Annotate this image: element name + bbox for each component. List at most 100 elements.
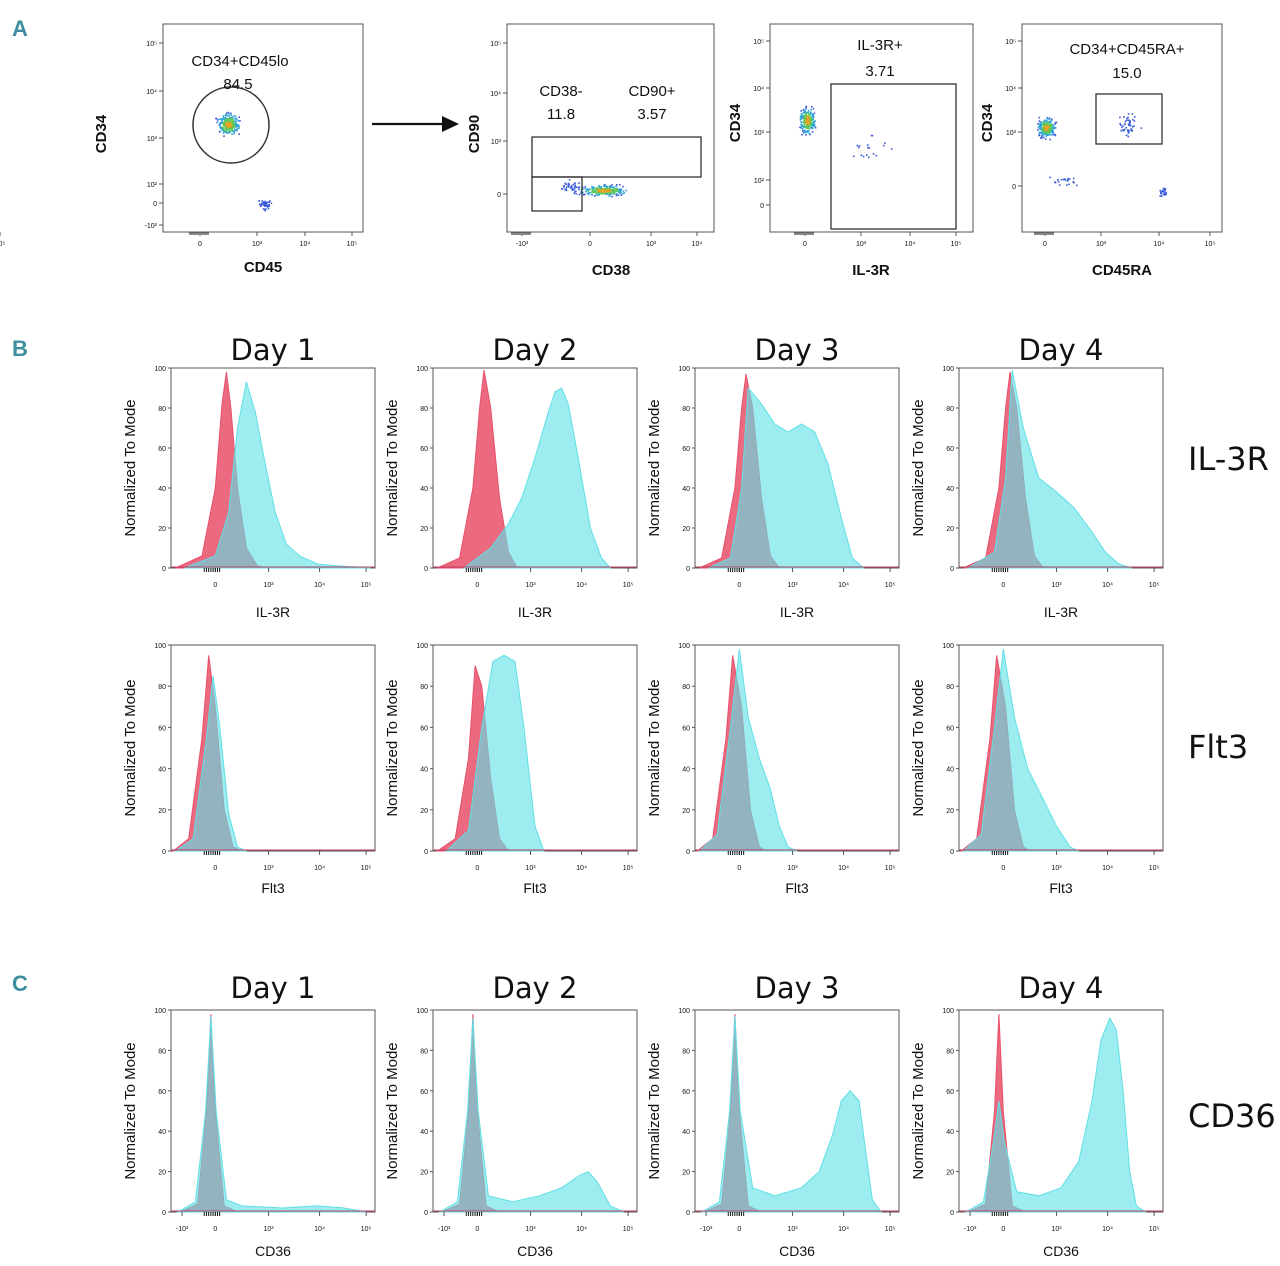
series-stained: [173, 675, 247, 852]
event-dot: [565, 183, 567, 186]
event-dot: [620, 191, 622, 194]
dot-plot-1: CD34 CD45 0 10³ 10⁴ 10⁵ -10² 0 10² 10³ 10⁴ 10⁵: [93, 23, 364, 276]
x-tick-label: 0: [588, 241, 592, 248]
x-tick-label: 10³: [526, 865, 537, 872]
event-dot: [599, 188, 602, 190]
event-dot: [808, 122, 811, 124]
y-tick-label: 80: [946, 406, 954, 413]
event-dot: [1047, 134, 1050, 136]
event-dot: [1066, 184, 1068, 186]
x-tick-label: 10⁴: [576, 582, 587, 589]
event-dot: [235, 123, 238, 125]
event-dot: [1054, 181, 1056, 183]
event-dot: [804, 121, 806, 124]
histogram-Flt3-4: 0 20 40 60 80 100 0 10³ 10⁴ 10⁵ Normalized To Mode…: [910, 643, 1164, 896]
event-dot: [1038, 131, 1041, 134]
event-dot: [808, 124, 810, 127]
x-tick-label: 10⁵: [361, 865, 372, 872]
event-dot: [609, 189, 612, 191]
event-dot: [813, 124, 816, 127]
event-dot: [802, 121, 805, 123]
event-dot: [598, 193, 600, 196]
event-dot: [809, 111, 812, 114]
event-dot: [268, 204, 270, 206]
gate-percentage: 3.71: [865, 63, 894, 80]
x-tick-label: 10⁴: [838, 1226, 849, 1233]
event-dot: [805, 106, 807, 109]
event-dot: [616, 189, 619, 191]
event-dot: [263, 202, 266, 204]
event-dot: [224, 120, 226, 123]
event-dot: [230, 127, 233, 129]
event-dot: [812, 114, 814, 116]
x-tick-label: 10³: [252, 241, 263, 248]
event-dot: [617, 191, 620, 194]
x-tick-label: 10⁴: [576, 1226, 587, 1233]
x-tick-label: 10⁴: [576, 865, 587, 872]
event-dot: [1053, 133, 1056, 136]
event-dot: [1043, 127, 1045, 129]
event-dot: [225, 128, 228, 131]
event-dot: [609, 192, 612, 194]
event-dot: [866, 154, 868, 156]
y-tick-label: 0: [760, 203, 764, 210]
y-tick-label: 100: [678, 1008, 690, 1015]
event-dot: [601, 188, 604, 191]
event-dot: [1045, 125, 1047, 128]
event-dot: [810, 117, 812, 120]
event-dot: [800, 113, 803, 115]
x-tick-label: 10⁵: [361, 1226, 372, 1233]
day-header: Day 2: [493, 971, 578, 1005]
event-dot: [875, 154, 878, 157]
event-dot: [1051, 124, 1053, 127]
event-dot: [228, 128, 230, 130]
y-tick-label: 0: [950, 849, 954, 856]
event-dot: [582, 194, 585, 196]
x-tick-label: 0: [1043, 241, 1047, 248]
y-tick-label: 10⁵: [1005, 39, 1016, 46]
event-dot: [269, 200, 271, 202]
event-dot: [606, 188, 608, 190]
x-axis-label: IL-3R: [256, 604, 290, 620]
event-dot: [233, 115, 235, 117]
event-dot: [229, 120, 231, 123]
event-dot: [800, 117, 802, 119]
event-dot: [805, 113, 807, 115]
event-dot: [229, 120, 232, 122]
event-dot: [234, 121, 236, 124]
event-dot: [234, 128, 236, 131]
y-tick-label: 0: [686, 1210, 690, 1217]
event-dot: [812, 125, 814, 127]
event-dot: [807, 112, 809, 115]
event-dot: [575, 186, 577, 188]
histogram-Flt3-3: 0 20 40 60 80 100 0 10³ 10⁴ 10⁵ Normalized To Mode…: [646, 643, 900, 896]
day-header: Day 2: [493, 333, 578, 367]
event-dot: [1163, 192, 1166, 195]
event-dot: [1045, 132, 1047, 134]
event-dot: [1121, 126, 1123, 129]
event-dot: [1076, 184, 1078, 187]
event-dot: [1037, 126, 1040, 128]
event-dot: [1049, 131, 1051, 133]
event-dot: [619, 192, 621, 194]
event-dot: [266, 202, 268, 204]
event-dot: [1045, 122, 1047, 124]
event-dot: [1049, 138, 1051, 141]
y-axis-label: CD34: [979, 103, 996, 142]
event-dot: [615, 194, 618, 197]
y-tick-label: 10⁴: [1005, 86, 1016, 93]
event-dot: [1044, 126, 1046, 129]
gate-4-1: CD34+CD45RA+ 15.0: [1069, 41, 1185, 145]
event-dot: [856, 144, 859, 147]
event-dot: [890, 148, 893, 150]
event-dot: [803, 111, 805, 114]
x-tick-label: 10⁵: [1149, 1226, 1160, 1233]
event-dot: [225, 126, 227, 129]
event-dot: [604, 183, 606, 186]
event-dot: [233, 132, 235, 135]
event-dot: [1072, 177, 1075, 180]
y-tick-label: 10³: [754, 130, 765, 137]
event-dot: [232, 121, 234, 123]
event-dot: [1048, 134, 1051, 136]
